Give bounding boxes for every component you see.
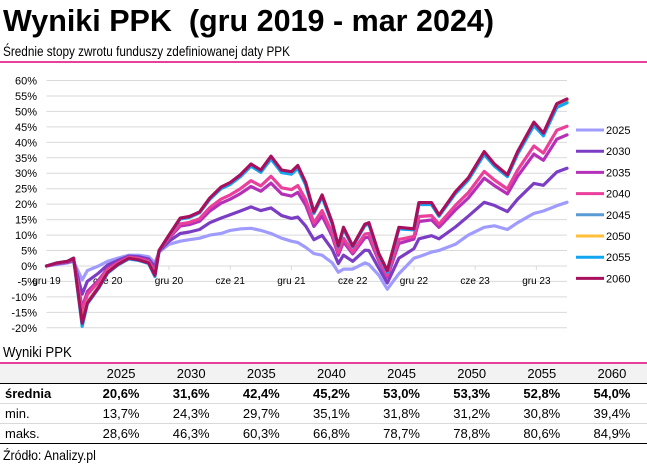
x-tick-label: gru 20	[155, 276, 184, 287]
series-lines	[44, 97, 569, 328]
table-cell: 80,6%	[523, 426, 561, 441]
y-tick-label: 30%	[15, 168, 37, 180]
column-header: 2055	[527, 366, 557, 381]
page-subtitle: Średnie stopy zwrotu funduszy zdefiniowa…	[3, 43, 290, 59]
legend-label: 2060	[606, 273, 630, 285]
table-row-min: min. 13,7% 24,3% 29,7% 35,1% 31,8% 31,2%…	[0, 404, 647, 424]
column-header: 2030	[176, 366, 206, 381]
y-tick-label: 5%	[21, 246, 37, 258]
y-axis: 60% 55% 50% 45% 40% 35% 30% 25% 20% 15% 10% 5% 0% -5%…	[11, 76, 37, 335]
y-tick-label: 45%	[15, 122, 37, 134]
page-title: Wyniki PPK (gru 2019 - mar 2024)	[3, 4, 495, 38]
x-axis: gru 19 cze 20 gru 20 cze 21 gru 21 cze 22 gru …	[32, 276, 551, 287]
x-tick-label: cze 22	[338, 276, 368, 287]
table-cell: 35,1%	[313, 406, 350, 421]
table-cell: 29,7%	[242, 406, 280, 421]
y-tick-label: -20%	[11, 323, 37, 335]
table-cell: 66,8%	[313, 426, 350, 441]
x-tick-label: gru 21	[277, 276, 306, 287]
table-header-row: 2025 2030 2035 2040 2045 2050 2055 2060	[0, 364, 647, 384]
table-cell: 45,2%	[313, 386, 350, 401]
header-empty-cell	[0, 364, 86, 384]
x-tick-label: gru 23	[522, 276, 551, 287]
legend-label: 2040	[606, 189, 630, 201]
table-cell: 13,7%	[102, 406, 140, 421]
row-label: średnia	[5, 386, 52, 401]
y-tick-label: -15%	[11, 307, 37, 319]
legend-label: 2035	[606, 167, 630, 179]
y-tick-label: 50%	[15, 106, 37, 118]
x-tick-label: gru 22	[400, 276, 429, 287]
table-cell: 84,9%	[593, 426, 631, 441]
legend-item-2045: 2045	[576, 210, 630, 222]
table-cell: 28,6%	[102, 426, 140, 441]
series-line-2055	[44, 101, 569, 328]
y-tick-label: 55%	[15, 91, 37, 103]
y-tick-label: 20%	[15, 199, 37, 211]
y-tick-label: 35%	[15, 153, 37, 165]
table-cell: 53,0%	[383, 386, 420, 401]
y-tick-label: 40%	[15, 137, 37, 149]
legend-item-2025: 2025	[576, 125, 630, 137]
table-cell: 78,7%	[383, 426, 420, 441]
table-cell: 42,4%	[242, 386, 280, 401]
y-tick-label: 25%	[15, 184, 37, 196]
legend-item-2060: 2060	[576, 273, 630, 285]
legend-label: 2045	[606, 210, 630, 222]
legend: 2025 2030 2035 2040 2045 2050 2055 2060	[576, 125, 630, 285]
row-label: min.	[5, 406, 30, 421]
column-header: 2045	[387, 366, 417, 381]
row-label: maks.	[5, 426, 40, 441]
table-cell: 24,3%	[172, 406, 210, 421]
x-tick-label: gru 19	[32, 276, 61, 287]
results-table: 2025 2030 2035 2040 2045 2050 2055 2060 …	[0, 364, 647, 444]
y-tick-label: -10%	[11, 292, 37, 304]
line-chart: 60% 55% 50% 45% 40% 35% 30% 25% 20% 15% 10% 5% 0% -5%…	[11, 76, 630, 335]
legend-label: 2055	[606, 252, 630, 264]
table-caption: Wyniki PPK	[3, 344, 72, 361]
column-header: 2050	[457, 366, 487, 381]
y-tick-label: 10%	[15, 230, 37, 242]
table-row-average: średnia 20,6% 31,6% 42,4% 45,2% 53,0% 53…	[0, 384, 647, 404]
table-cell: 30,8%	[523, 406, 561, 421]
legend-item-2030: 2030	[576, 146, 630, 158]
x-tick-label: cze 23	[460, 276, 490, 287]
series-line-2060	[44, 97, 569, 325]
table-cell: 20,6%	[102, 386, 140, 401]
table-cell: 31,2%	[453, 406, 491, 421]
column-header: 2025	[106, 366, 136, 381]
column-header: 2035	[246, 366, 276, 381]
table-divider	[0, 362, 647, 364]
y-tick-label: 15%	[15, 215, 37, 227]
legend-item-2050: 2050	[576, 231, 630, 243]
y-tick-label: -5%	[17, 276, 37, 288]
header-divider	[0, 61, 647, 63]
source-note: Źródło: Analizy.pl	[3, 447, 96, 463]
legend-item-2055: 2055	[576, 252, 630, 264]
table-cell: 53,3%	[453, 386, 491, 401]
legend-item-2040: 2040	[576, 189, 630, 201]
table-cell: 31,8%	[383, 406, 420, 421]
table-row-max: maks. 28,6% 46,3% 60,3% 66,8% 78,7% 78,8…	[0, 424, 647, 444]
table-cell: 31,6%	[172, 386, 210, 401]
table-cell: 54,0%	[593, 386, 631, 401]
table-cell: 52,8%	[523, 386, 561, 401]
legend-label: 2025	[606, 125, 630, 137]
y-tick-label: 0%	[21, 261, 37, 273]
table-cell: 60,3%	[242, 426, 280, 441]
legend-label: 2030	[606, 146, 630, 158]
table-cell: 46,3%	[172, 426, 210, 441]
x-tick-label: cze 20	[93, 276, 123, 287]
table-cell: 39,4%	[593, 406, 631, 421]
table-cell: 78,8%	[453, 426, 491, 441]
x-tick-label: cze 21	[215, 276, 245, 287]
y-tick-label: 60%	[15, 76, 37, 88]
column-header: 2040	[316, 366, 346, 381]
column-header: 2060	[597, 366, 627, 381]
legend-label: 2050	[606, 231, 630, 243]
legend-item-2035: 2035	[576, 167, 630, 179]
